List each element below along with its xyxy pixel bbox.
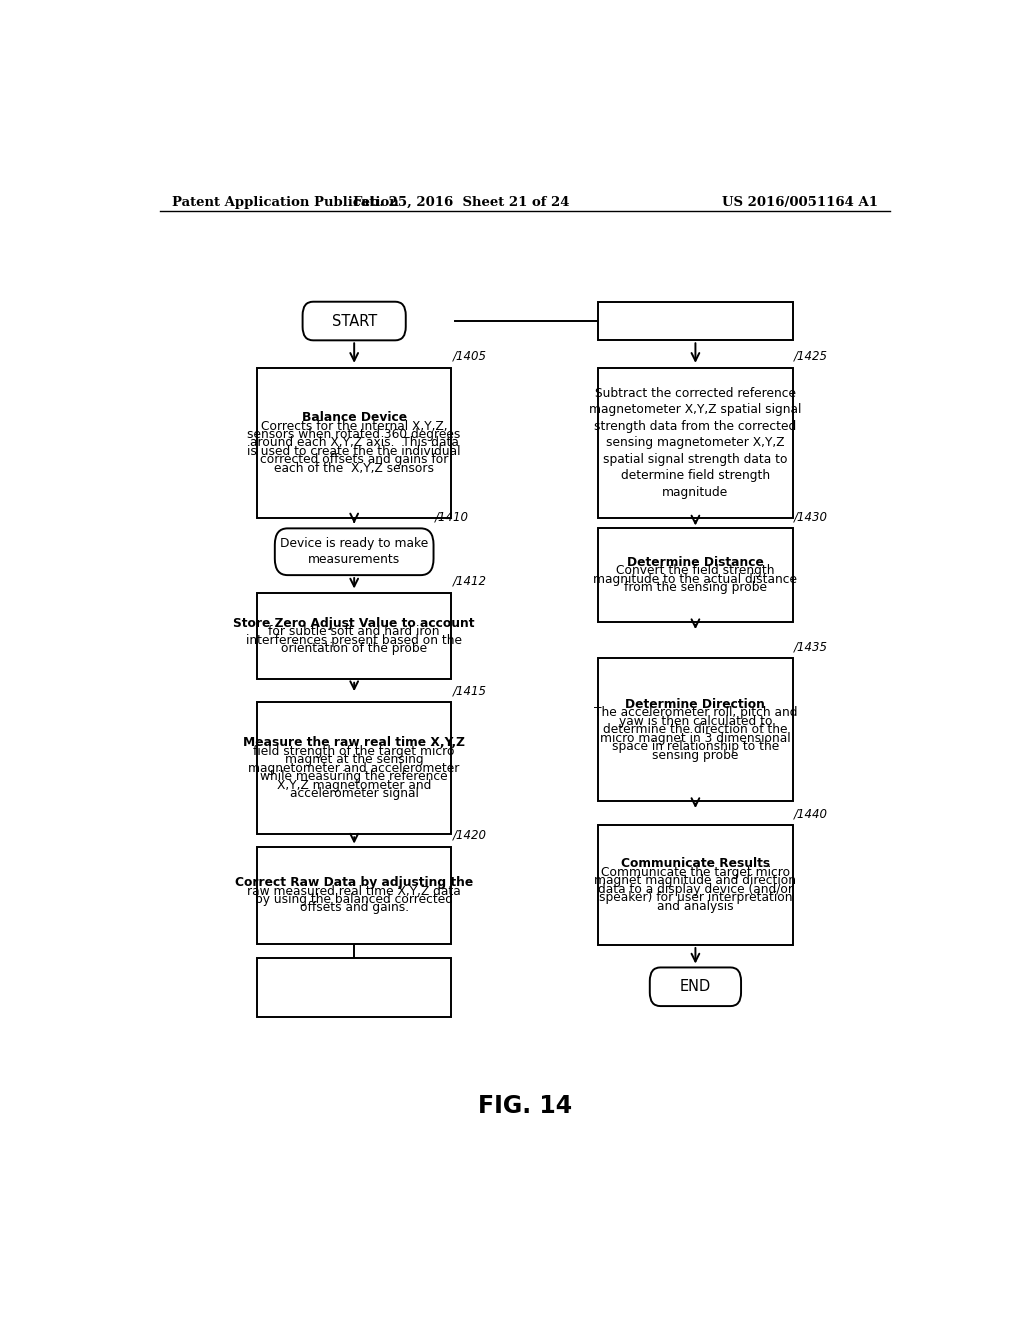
Bar	[598, 659, 793, 801]
Text: /1435: /1435	[795, 640, 828, 653]
Bar	[598, 528, 793, 622]
Text: Determine Distance: Determine Distance	[627, 556, 764, 569]
Text: The accelerometer roll, pitch and: The accelerometer roll, pitch and	[594, 706, 797, 719]
Bar	[598, 368, 793, 519]
Text: Patent Application Publication: Patent Application Publication	[172, 195, 398, 209]
Text: X,Y,Z magnetometer and: X,Y,Z magnetometer and	[276, 779, 431, 792]
Bar	[257, 368, 452, 519]
Text: data to a display device (and/or: data to a display device (and/or	[598, 883, 793, 896]
Text: space in relationship to the: space in relationship to the	[611, 741, 779, 752]
Text: accelerometer signal: accelerometer signal	[290, 787, 419, 800]
Text: sensors when rotated 360 degrees: sensors when rotated 360 degrees	[248, 428, 461, 441]
Text: Correct Raw Data by adjusting the: Correct Raw Data by adjusting the	[236, 876, 473, 890]
Text: Corrects for the internal X,Y,Z,: Corrects for the internal X,Y,Z,	[261, 420, 447, 433]
Text: /1420: /1420	[453, 829, 487, 842]
Text: Convert the field strength: Convert the field strength	[616, 565, 775, 577]
Text: magnetometer and accelerometer: magnetometer and accelerometer	[249, 762, 460, 775]
Bar	[257, 847, 452, 944]
Text: FIG. 14: FIG. 14	[478, 1094, 571, 1118]
Text: START: START	[332, 314, 377, 329]
Text: Communicate the target micro: Communicate the target micro	[601, 866, 790, 879]
Text: offsets and gains.: offsets and gains.	[300, 902, 409, 915]
Text: magnet at the sensing: magnet at the sensing	[285, 754, 424, 767]
Text: /1430: /1430	[795, 511, 828, 523]
Text: END: END	[680, 979, 711, 994]
Text: interferences present based on the: interferences present based on the	[246, 634, 462, 647]
Text: field strength of the target micro: field strength of the target micro	[253, 744, 455, 758]
Bar	[257, 702, 452, 834]
Text: US 2016/0051164 A1: US 2016/0051164 A1	[722, 195, 878, 209]
Text: from the sensing probe: from the sensing probe	[624, 581, 767, 594]
Text: /1412: /1412	[453, 574, 487, 587]
Text: yaw is then calculated to: yaw is then calculated to	[618, 714, 772, 727]
Text: Store Zero Adjust Value to account: Store Zero Adjust Value to account	[233, 616, 475, 630]
Text: Feb. 25, 2016  Sheet 21 of 24: Feb. 25, 2016 Sheet 21 of 24	[353, 195, 569, 209]
Text: /1410: /1410	[435, 511, 469, 523]
Text: raw measured real time X,Y,Z data: raw measured real time X,Y,Z data	[248, 884, 461, 898]
Text: around each X,Y,Z axis.  This data: around each X,Y,Z axis. This data	[250, 437, 459, 450]
Bar	[257, 593, 452, 680]
Text: determine the direction of the: determine the direction of the	[603, 723, 787, 737]
Text: /1425: /1425	[795, 350, 828, 363]
Text: is used to create the the individual: is used to create the the individual	[248, 445, 461, 458]
Text: each of the  X,Y,Z sensors: each of the X,Y,Z sensors	[274, 462, 434, 475]
Text: Balance Device: Balance Device	[302, 411, 407, 424]
Text: Determine Direction: Determine Direction	[626, 698, 765, 710]
Text: /1440: /1440	[795, 807, 828, 820]
Text: orientation of the probe: orientation of the probe	[282, 643, 427, 655]
Text: and analysis: and analysis	[657, 900, 734, 913]
Text: magnet magnitude and direction: magnet magnitude and direction	[594, 874, 797, 887]
FancyBboxPatch shape	[650, 968, 741, 1006]
Text: by using the balanced corrected: by using the balanced corrected	[255, 894, 454, 906]
Text: /1405: /1405	[453, 350, 487, 363]
Bar	[257, 958, 452, 1018]
Text: magnitude to the actual distance: magnitude to the actual distance	[594, 573, 798, 586]
Text: Communicate Results: Communicate Results	[621, 858, 770, 870]
Text: micro magnet in 3 dimensional: micro magnet in 3 dimensional	[600, 731, 791, 744]
Text: /1415: /1415	[453, 684, 487, 697]
FancyBboxPatch shape	[303, 302, 406, 341]
Text: for subtle soft and hard iron: for subtle soft and hard iron	[268, 626, 440, 639]
Text: Subtract the corrected reference
magnetometer X,Y,Z spatial signal
strength data: Subtract the corrected reference magneto…	[589, 387, 802, 499]
Text: corrected offsets and gains for: corrected offsets and gains for	[260, 454, 449, 466]
Bar	[598, 825, 793, 945]
FancyBboxPatch shape	[274, 528, 433, 576]
Text: speaker) for user interpretation: speaker) for user interpretation	[599, 891, 793, 904]
Text: Device is ready to make
measurements: Device is ready to make measurements	[280, 537, 428, 566]
Text: sensing probe: sensing probe	[652, 748, 738, 762]
Bar	[598, 302, 793, 341]
Text: while measuring the reference: while measuring the reference	[260, 770, 447, 783]
Text: Measure the raw real time X,Y,Z: Measure the raw real time X,Y,Z	[244, 737, 465, 750]
